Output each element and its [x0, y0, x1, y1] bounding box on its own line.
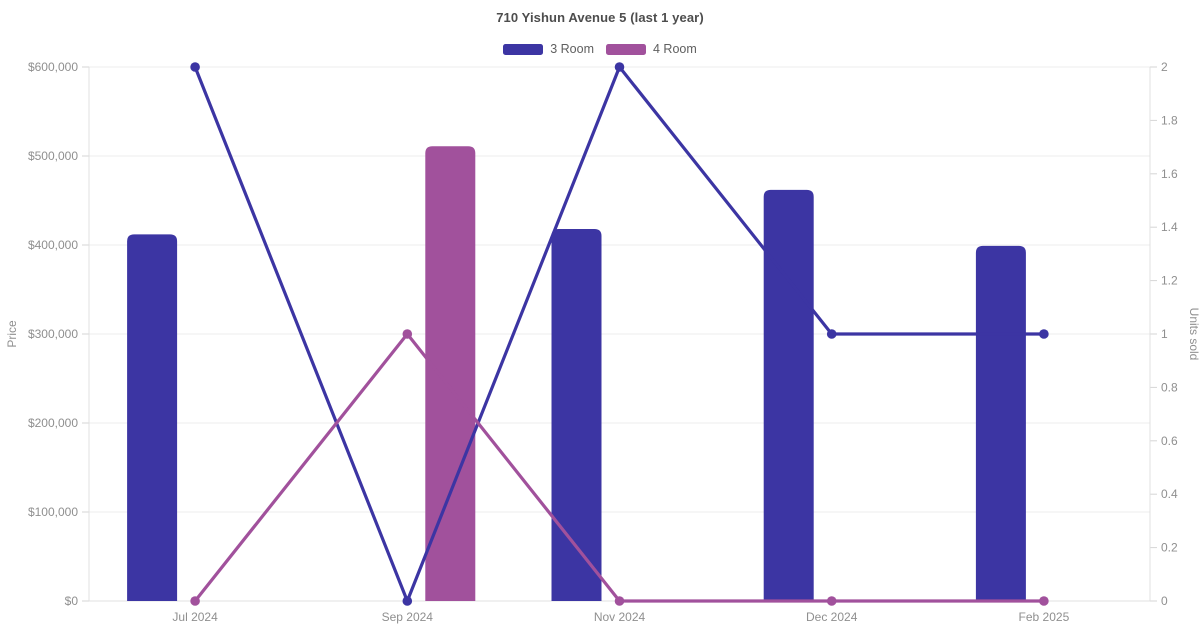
left-axis-tick-label: $300,000: [28, 327, 78, 341]
chart-title: 710 Yishun Avenue 5 (last 1 year): [496, 10, 704, 25]
x-axis-label-jul-2024: Jul 2024: [172, 610, 218, 624]
bar-3-room-jul-2024[interactable]: [127, 234, 178, 601]
legend-item-4-room[interactable]: 4 Room: [606, 42, 697, 56]
bar-4-room-sep-2024[interactable]: [425, 146, 476, 601]
bar-3-room-nov-2024[interactable]: [551, 228, 602, 602]
point-3-room-jul-2024[interactable]: [190, 62, 200, 72]
right-axis-tick-label: 1.2: [1161, 274, 1178, 288]
right-axis-tick-label: 0.8: [1161, 380, 1178, 394]
left-axis-tick-label: $600,000: [28, 60, 78, 74]
left-axis-title: Price: [5, 320, 19, 348]
right-axis-tick-label: 1.6: [1161, 167, 1178, 181]
point-4-room-dec-2024[interactable]: [826, 596, 837, 606]
right-axis-tick-label: 0.6: [1161, 434, 1178, 448]
point-3-room-dec-2024[interactable]: [826, 329, 837, 339]
point-4-room-sep-2024[interactable]: [402, 329, 413, 339]
point-4-room-feb-2025[interactable]: [1039, 596, 1049, 606]
bar-3-room-feb-2025[interactable]: [975, 245, 1026, 601]
right-axis-tick-label: 2: [1161, 60, 1168, 74]
legend-label-4-room: 4 Room: [653, 42, 697, 56]
right-axis-tick-label: 1: [1161, 327, 1168, 341]
point-3-room-feb-2025[interactable]: [1039, 329, 1049, 339]
x-axis-label-sep-2024: Sep 2024: [382, 610, 434, 624]
legend-swatch-4-room: [606, 43, 646, 55]
legend-label-3-room: 3 Room: [550, 42, 594, 56]
left-axis-tick-label: $400,000: [28, 238, 78, 252]
legend-swatch-3-room: [503, 43, 544, 55]
right-axis-tick-label: 0.2: [1161, 541, 1178, 555]
x-axis-label-feb-2025: Feb 2025: [1019, 610, 1070, 624]
line-4-room-units-sold[interactable]: [193, 332, 1046, 603]
x-axis-label-nov-2024: Nov 2024: [594, 610, 646, 624]
legend-item-3-room[interactable]: 3 Room: [503, 42, 594, 56]
left-axis-tick-label: $500,000: [28, 149, 78, 163]
left-axis-tick-label: $200,000: [28, 416, 78, 430]
legend: 3 Room 4 Room: [0, 42, 1200, 56]
right-axis-tick-label: 0: [1161, 594, 1168, 608]
right-axis-tick-label: 0.4: [1161, 487, 1178, 501]
x-axis-label-dec-2024: Dec 2024: [806, 610, 858, 624]
point-4-room-nov-2024[interactable]: [614, 596, 625, 606]
left-axis-tick-label: $100,000: [28, 505, 78, 519]
left-axis-tick-label: $0: [65, 594, 79, 608]
point-3-room-nov-2024[interactable]: [614, 62, 625, 72]
right-axis-title: Units sold: [1187, 308, 1200, 361]
right-axis-tick-label: 1.4: [1161, 220, 1178, 234]
right-axis-tick-label: 1.8: [1161, 113, 1178, 127]
point-3-room-sep-2024[interactable]: [402, 596, 413, 606]
bar-3-room-dec-2024[interactable]: [763, 189, 814, 601]
point-4-room-jul-2024[interactable]: [190, 596, 200, 606]
